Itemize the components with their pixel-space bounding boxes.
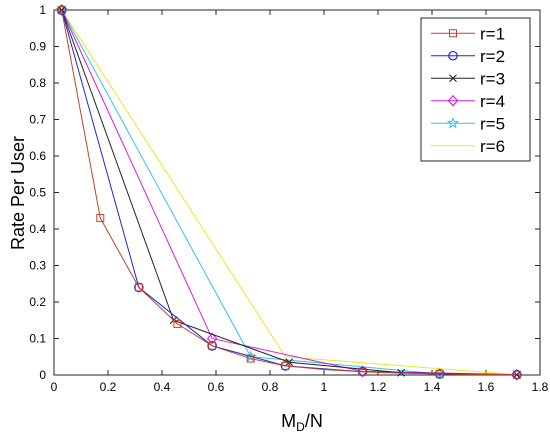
data-point bbox=[206, 332, 218, 345]
data-point bbox=[134, 283, 143, 292]
data-point bbox=[358, 367, 367, 376]
axis-ticks: 0 0.2 0.4 0.6 0.8 1 1.2 1.4 1.6 1.8 0 0.1 0.2 0.3 0.4 0… bbox=[29, 3, 548, 394]
legend-marker bbox=[447, 94, 459, 107]
data-point bbox=[246, 354, 255, 363]
data-point bbox=[173, 319, 182, 328]
x-tick-label: 1.8 bbox=[532, 380, 549, 394]
data-point bbox=[208, 341, 217, 350]
y-tick-label: 0.9 bbox=[29, 40, 46, 54]
x-tick-label: 1.4 bbox=[424, 380, 441, 394]
y-tick-label: 0.3 bbox=[29, 259, 46, 273]
data-point bbox=[512, 370, 521, 379]
legend-marker bbox=[449, 74, 457, 83]
x-tick-label: 0.4 bbox=[154, 380, 171, 394]
y-tick-label: 0.4 bbox=[29, 222, 46, 236]
series-layer bbox=[55, 3, 523, 381]
data-point bbox=[134, 282, 144, 293]
series-r=5 bbox=[55, 3, 446, 380]
legend-marker bbox=[449, 29, 457, 38]
legend-item: r=2 bbox=[431, 47, 505, 66]
x-tick-label: 1.2 bbox=[370, 380, 387, 394]
x-axis-label-tail: /N bbox=[305, 411, 323, 431]
data-point bbox=[435, 369, 444, 378]
legend-label: r=2 bbox=[480, 47, 505, 66]
legend-marker bbox=[448, 50, 458, 61]
y-tick-label: 0.6 bbox=[29, 149, 46, 163]
legend-label: r=3 bbox=[480, 69, 505, 88]
legend-label: r=1 bbox=[480, 24, 505, 43]
legend: r=1 r=2 r=3 r=4 r=5 r=6 bbox=[420, 17, 531, 162]
legend-box bbox=[420, 17, 531, 162]
x-tick-label: 0.6 bbox=[208, 380, 225, 394]
y-tick-label: 0 bbox=[39, 368, 46, 382]
y-tick-label: 1 bbox=[39, 3, 46, 17]
y-tick-label: 0.5 bbox=[29, 186, 46, 200]
x-axis-label: MD/N bbox=[281, 411, 323, 434]
x-tick-label: 0.8 bbox=[262, 380, 279, 394]
x-tick-label: 0 bbox=[51, 380, 58, 394]
x-axis-label-subscript: D bbox=[296, 420, 305, 434]
y-tick-label: 0.7 bbox=[29, 113, 46, 127]
data-point bbox=[57, 6, 66, 14]
legend-marker bbox=[446, 116, 460, 129]
series-line bbox=[61, 9, 440, 375]
legend-label: r=5 bbox=[480, 114, 505, 133]
data-point bbox=[281, 361, 290, 370]
legend-item: r=5 bbox=[431, 114, 505, 133]
legend-item: r=6 bbox=[431, 137, 505, 156]
legend-item: r=4 bbox=[431, 92, 505, 111]
legend-item: r=3 bbox=[431, 69, 505, 88]
data-point bbox=[56, 5, 67, 15]
series-line bbox=[61, 9, 517, 376]
data-point bbox=[96, 214, 105, 223]
x-tick-label: 0.2 bbox=[100, 380, 117, 394]
x-tick-label: 1 bbox=[321, 380, 328, 394]
legend-item: r=1 bbox=[431, 24, 505, 43]
y-axis-label: Rate Per User bbox=[8, 136, 28, 250]
x-tick-label: 1.6 bbox=[478, 380, 495, 394]
series-r=1 bbox=[57, 6, 521, 379]
y-tick-label: 0.2 bbox=[29, 295, 46, 309]
data-point bbox=[207, 340, 217, 351]
y-tick-label: 0.1 bbox=[29, 332, 46, 346]
data-point bbox=[512, 370, 521, 379]
legend-label: r=4 bbox=[480, 92, 505, 111]
y-tick-label: 0.8 bbox=[29, 76, 46, 90]
legend-label: r=6 bbox=[480, 137, 505, 156]
x-axis-label-main: M bbox=[281, 411, 296, 431]
